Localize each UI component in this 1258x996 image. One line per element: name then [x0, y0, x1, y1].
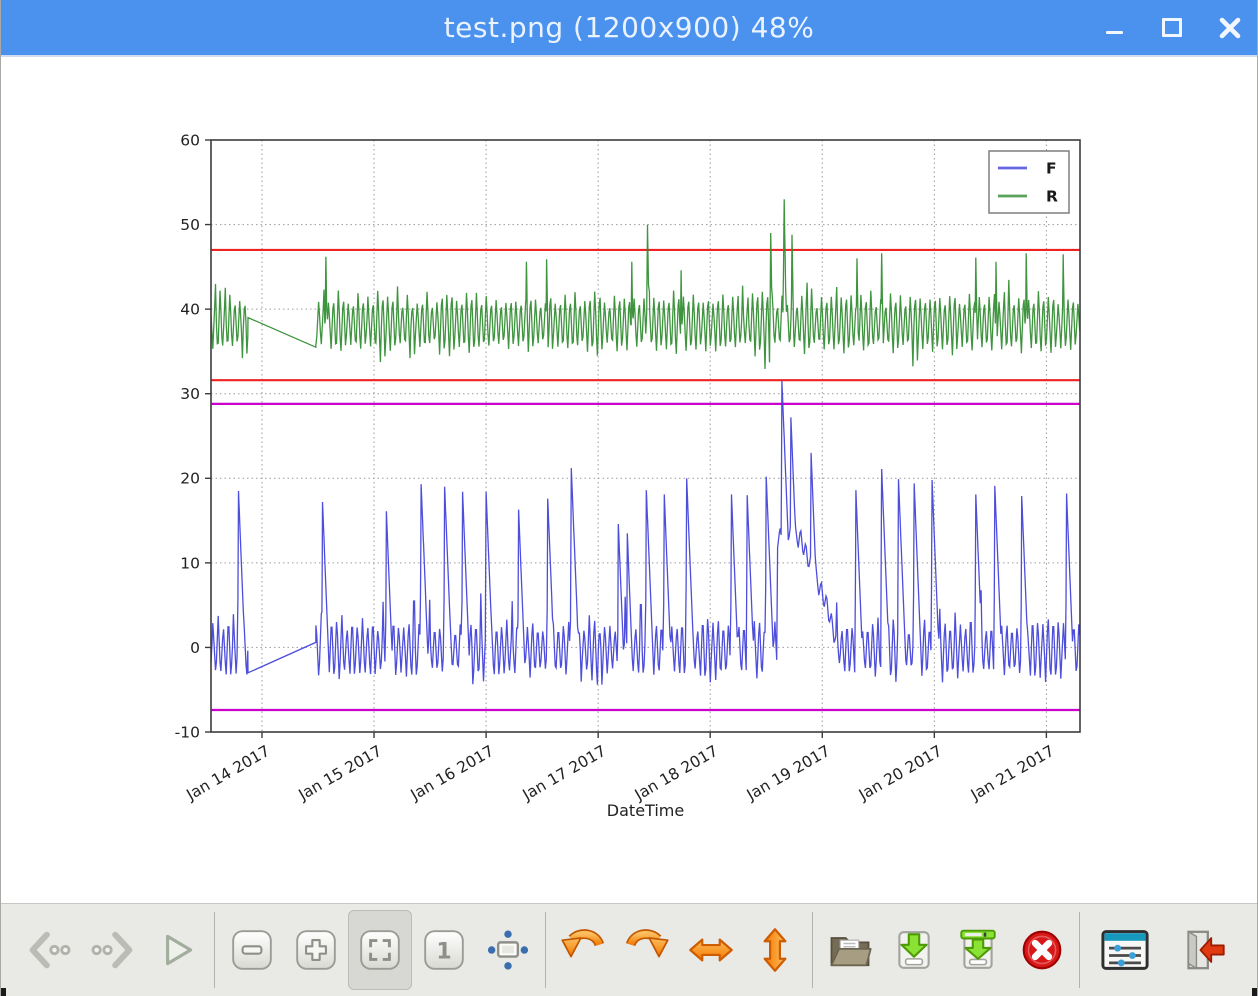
rotate-clockwise-button[interactable] [615, 910, 679, 990]
svg-text:0: 0 [190, 639, 200, 657]
preferences-icon [1101, 930, 1149, 970]
toolbar-separator [214, 912, 215, 988]
delete-file-icon [1022, 930, 1062, 970]
svg-text:Jan 15 2017: Jan 15 2017 [295, 742, 385, 805]
toolbar-separator [812, 912, 813, 988]
toolbar-separator [1079, 912, 1080, 988]
maximize-icon [1162, 18, 1182, 37]
close-icon [1219, 17, 1241, 38]
svg-text:1: 1 [436, 939, 451, 964]
close-button[interactable] [1217, 15, 1243, 41]
rotate-clockwise-icon [625, 929, 669, 958]
svg-text:Jan 14 2017: Jan 14 2017 [183, 742, 273, 805]
window-title: test.png (1200x900) 48% [443, 11, 815, 44]
open-file-icon [830, 937, 872, 967]
minimize-icon [1105, 30, 1123, 35]
svg-text:F: F [1046, 160, 1057, 178]
save-as-button[interactable] [946, 910, 1010, 990]
flip-vertical-icon [763, 928, 787, 972]
zoom-out-button[interactable] [220, 910, 284, 990]
window-controls [1101, 0, 1243, 55]
svg-text:Jan 20 2017: Jan 20 2017 [855, 742, 945, 805]
original-size-icon: 1 [424, 930, 464, 970]
flip-horizontal-icon [689, 938, 733, 962]
zoom-in-button[interactable] [284, 910, 348, 990]
svg-text:20: 20 [180, 470, 200, 488]
x-axis-label: DateTime [607, 801, 684, 820]
rotate-counterclockwise-icon [561, 929, 605, 958]
fit-window-button[interactable] [348, 910, 412, 990]
open-file-button[interactable] [818, 910, 882, 990]
series-F [210, 380, 1081, 685]
original-size-button[interactable]: 1 [412, 910, 476, 990]
preferences-button[interactable] [1085, 910, 1165, 990]
plot-frame [210, 139, 1081, 733]
chart-image: -10 0 10 20 30 40 50 60 Jan 14 2017 Jan 15 2017 Ja… [175, 131, 1081, 820]
svg-text:40: 40 [180, 301, 200, 319]
image-display-area[interactable]: -10 0 10 20 30 40 50 60 Jan 14 2017 Jan 15 2017 Ja… [1, 57, 1257, 903]
save-as-icon [960, 929, 996, 969]
save-file-icon [898, 931, 930, 969]
next-image-button[interactable] [81, 910, 145, 990]
quit-button[interactable] [1165, 910, 1237, 990]
chart-threshold-lines [211, 248, 1080, 712]
window-corner-notch [1252, 988, 1257, 996]
svg-text:Jan 18 2017: Jan 18 2017 [631, 742, 721, 805]
zoom-in-icon [296, 930, 336, 970]
chart-legend: FR [988, 150, 1070, 214]
window-corner-notch [1, 988, 6, 996]
svg-text:Jan 21 2017: Jan 21 2017 [967, 742, 1057, 805]
flip-vertical-button[interactable] [743, 910, 807, 990]
quit-icon [1187, 930, 1225, 970]
svg-text:Jan 16 2017: Jan 16 2017 [407, 742, 497, 805]
save-file-button[interactable] [882, 910, 946, 990]
titlebar[interactable]: test.png (1200x900) 48% [1, 0, 1257, 57]
toolbar-separator [545, 912, 546, 988]
play-slideshow-button[interactable] [145, 910, 209, 990]
svg-text:Jan 17 2017: Jan 17 2017 [519, 742, 609, 805]
rotate-counterclockwise-button[interactable] [551, 910, 615, 990]
svg-text:10: 10 [180, 554, 200, 572]
full-screen-icon [487, 930, 529, 970]
flip-horizontal-button[interactable] [679, 910, 743, 990]
toolbar: 1 [1, 903, 1257, 996]
previous-image-button[interactable] [17, 910, 81, 990]
previous-image-icon [29, 931, 71, 969]
svg-text:50: 50 [180, 216, 200, 234]
svg-text:R: R [1046, 188, 1058, 206]
svg-text:Jan 19 2017: Jan 19 2017 [743, 742, 833, 805]
next-image-icon [91, 931, 133, 969]
delete-file-button[interactable] [1010, 910, 1074, 990]
svg-text:-10: -10 [175, 723, 200, 741]
play-slideshow-icon [166, 934, 193, 966]
series-R [210, 199, 1081, 370]
fit-window-icon [360, 930, 400, 970]
chart-axes: -10 0 10 20 30 40 50 60 Jan 14 2017 Jan 15 2017 Ja… [175, 131, 1058, 820]
full-screen-button[interactable] [476, 910, 540, 990]
zoom-out-icon [232, 930, 272, 970]
svg-text:30: 30 [180, 385, 200, 403]
maximize-button[interactable] [1159, 15, 1185, 41]
minimize-button[interactable] [1101, 15, 1127, 41]
svg-text:60: 60 [180, 131, 200, 149]
